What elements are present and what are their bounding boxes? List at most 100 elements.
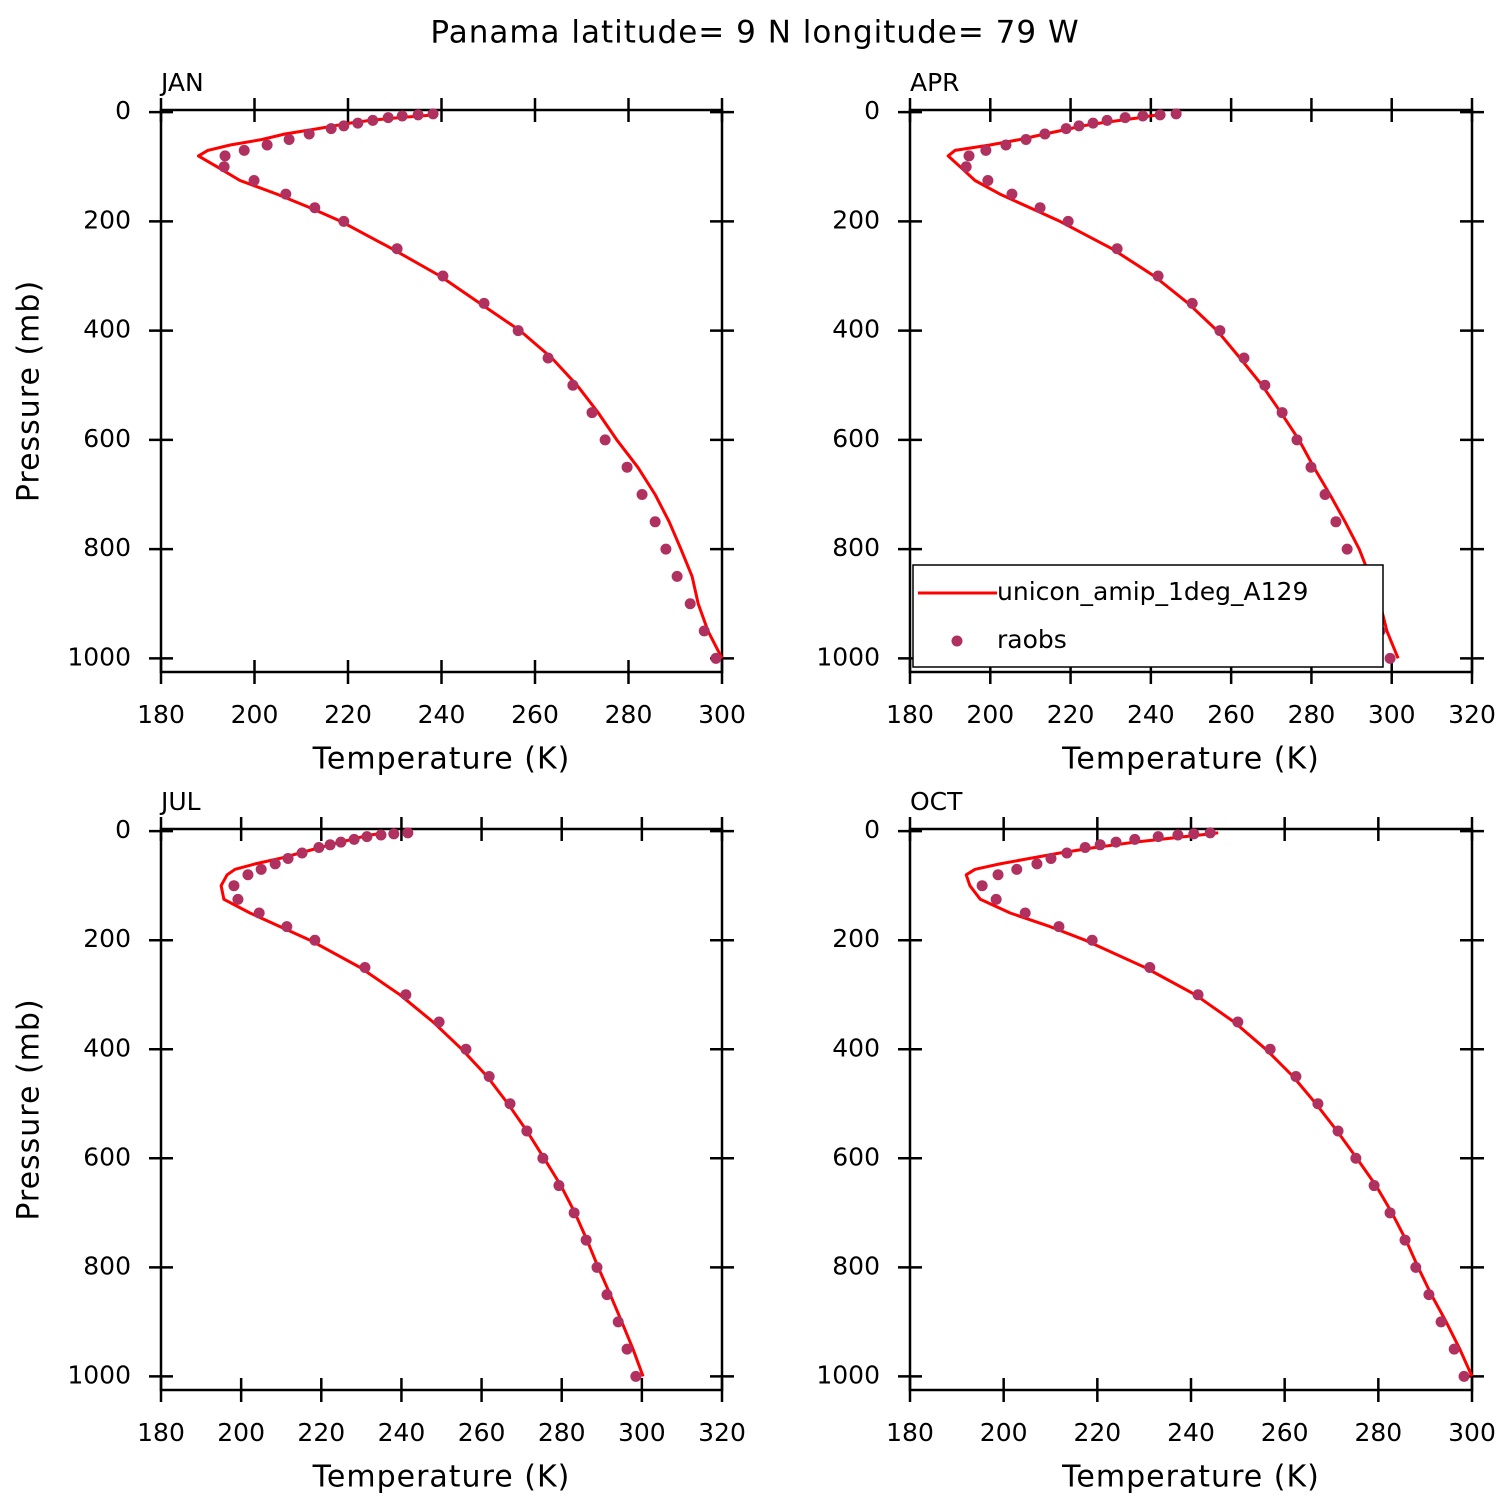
- raob-point: [283, 133, 295, 145]
- raob-point: [621, 1343, 633, 1355]
- raob-point: [567, 379, 579, 391]
- x-tick-label: 260: [1207, 700, 1255, 729]
- raob-point: [976, 880, 988, 892]
- x-tick-label: 240: [1127, 700, 1175, 729]
- raob-point: [599, 434, 611, 446]
- y-tick-label: 600: [83, 1142, 131, 1171]
- y-tick-label: 800: [83, 1251, 131, 1280]
- panel-title: APR: [910, 68, 960, 97]
- raob-point: [281, 921, 293, 933]
- y-axis-label: Pressure (mb): [12, 998, 47, 1220]
- raob-point: [1291, 434, 1303, 446]
- raob-point: [1458, 1370, 1470, 1382]
- raob-point: [228, 880, 240, 892]
- raob-point: [612, 1316, 624, 1328]
- raob-point: [1172, 829, 1184, 841]
- raob-point: [553, 1180, 565, 1192]
- x-tick-label: 240: [418, 700, 466, 729]
- raob-point: [396, 110, 408, 122]
- x-axis-label: Temperature (K): [312, 1460, 571, 1495]
- x-tick-label: 280: [1354, 1418, 1402, 1447]
- raob-point: [1384, 1207, 1396, 1219]
- x-axis-label: Temperature (K): [312, 742, 571, 777]
- plot-frame: [908, 827, 1474, 1392]
- x-tick-label: 200: [966, 700, 1014, 729]
- raob-point: [1019, 907, 1031, 919]
- raob-point: [1119, 112, 1131, 124]
- raob-point: [1152, 831, 1164, 843]
- raob-point: [218, 161, 230, 173]
- raob-point: [1368, 1180, 1380, 1192]
- raob-point: [1330, 516, 1342, 528]
- raob-point: [324, 839, 336, 851]
- raob-point: [309, 934, 321, 946]
- x-tick-label: 200: [980, 1418, 1028, 1447]
- raob-point: [1031, 858, 1043, 870]
- legend-label: unicon_amip_1deg_A129: [997, 577, 1308, 606]
- x-tick-label: 200: [217, 1418, 265, 1447]
- x-tick-label: 300: [698, 700, 746, 729]
- x-tick-label: 280: [1288, 700, 1336, 729]
- y-tick-label: 200: [832, 205, 880, 234]
- raob-point: [1000, 139, 1012, 151]
- raob-point: [280, 188, 292, 200]
- raob-point: [1332, 1125, 1344, 1137]
- profile-line: [196, 112, 724, 659]
- raob-point: [1290, 1071, 1302, 1083]
- raob-point: [1238, 352, 1250, 364]
- panel: 180 200 220 240 260 280 300 320 0 200 400 600 800 100…: [816, 68, 1495, 777]
- raob-point: [313, 842, 325, 854]
- raob-point: [1259, 379, 1271, 391]
- raob-point: [296, 847, 308, 859]
- x-tick-label: 260: [1261, 1418, 1309, 1447]
- raob-point: [437, 270, 449, 282]
- raob-point: [338, 120, 350, 132]
- raob-point: [1399, 1234, 1411, 1246]
- raob-point: [1053, 921, 1065, 933]
- raob-point: [1192, 989, 1204, 1001]
- raob-point: [698, 625, 710, 637]
- x-tick-label: 320: [698, 1418, 746, 1447]
- raob-point: [649, 516, 661, 528]
- raob-point: [255, 863, 267, 875]
- y-tick-label: 1000: [67, 642, 131, 671]
- y-tick-label: 600: [832, 1142, 880, 1171]
- raob-point: [1276, 407, 1288, 419]
- raob-point: [1232, 1016, 1244, 1028]
- raob-point: [990, 893, 1002, 905]
- plot-frame: [159, 108, 724, 674]
- raob-point: [348, 833, 360, 845]
- plot-frame: [908, 108, 1474, 674]
- raob-point: [982, 174, 994, 186]
- raob-point: [1154, 109, 1166, 121]
- raob-point: [248, 174, 260, 186]
- raob-point: [1020, 133, 1032, 145]
- profile-line: [219, 831, 645, 1377]
- y-tick-label: 1000: [816, 642, 880, 671]
- raob-point: [375, 829, 387, 841]
- y-tick-label: 800: [83, 533, 131, 562]
- raob-point: [1137, 110, 1149, 122]
- raob-point: [1214, 325, 1226, 337]
- y-tick-label: 400: [83, 1033, 131, 1062]
- raob-point: [433, 1016, 445, 1028]
- raob-point: [242, 869, 254, 881]
- raob-point: [269, 858, 281, 870]
- y-tick-label: 1000: [67, 1360, 131, 1389]
- x-tick-label: 200: [231, 700, 279, 729]
- raob-point: [1094, 839, 1106, 851]
- raob-point: [338, 215, 350, 227]
- x-tick-label: 180: [886, 1418, 934, 1447]
- raob-point: [1350, 1152, 1362, 1164]
- raob-point: [710, 652, 722, 664]
- raob-point: [660, 543, 672, 555]
- x-tick-label: 240: [1167, 1418, 1215, 1447]
- raob-point: [960, 161, 972, 173]
- raob-point: [219, 150, 231, 162]
- raob-point: [580, 1234, 592, 1246]
- y-tick-label: 400: [832, 1033, 880, 1062]
- x-tick-label: 320: [1448, 700, 1496, 729]
- raob-point: [478, 297, 490, 309]
- raob-point: [382, 112, 394, 124]
- raob-point: [636, 488, 648, 500]
